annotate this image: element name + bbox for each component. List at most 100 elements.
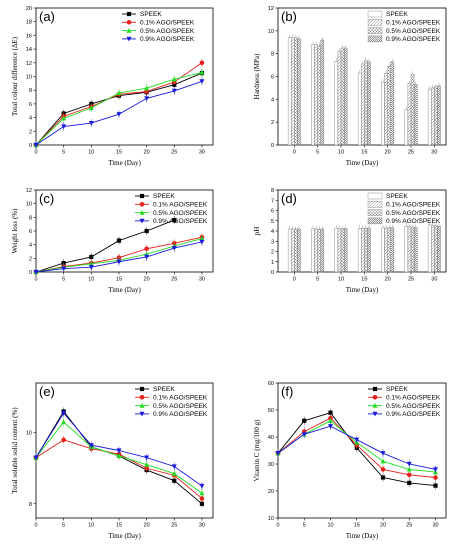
legend-label: 0.1% AGO/SPEEK: [386, 20, 441, 27]
legend-marker: [139, 193, 145, 199]
x-axis-label: Time (Day): [346, 159, 379, 167]
x-tick-label: 10: [327, 523, 333, 529]
bar: [390, 227, 395, 273]
data-point: [171, 245, 177, 251]
data-point: [406, 466, 412, 472]
legend-label: 0.5% AGO/SPEEK: [386, 28, 441, 35]
legend-label: 0.1% AGO/SPEEK: [386, 202, 441, 209]
bar: [311, 228, 315, 273]
panel-label: (a): [39, 9, 55, 24]
series-0: [275, 408, 438, 490]
bar: [320, 228, 325, 273]
x-tick-label: 20: [380, 523, 386, 529]
series-0: [33, 69, 205, 149]
bar: [404, 226, 409, 273]
data-point: [61, 266, 67, 272]
bar: [437, 85, 441, 146]
data-point: [433, 483, 438, 488]
data-point: [199, 496, 205, 501]
y-axis-label: Vitamin C (mg/100 g): [253, 419, 261, 482]
bar: [287, 228, 292, 273]
y-tick-label: 60: [268, 381, 274, 387]
x-axis-label: Time (Day): [346, 532, 379, 540]
legend-marker: [126, 20, 132, 25]
legend-label: 0.5% AGO/SPEEK: [140, 28, 195, 35]
y-tick-label: 3: [271, 239, 274, 245]
chart-panel-e: 0 5 10 15 20 25 30 8 10 Time (Day) Total soluble s…: [11, 382, 214, 540]
data-point: [406, 461, 412, 467]
bar: [361, 63, 365, 146]
x-tick-label: 10: [338, 150, 344, 156]
legend-label: 0.5% AGO/SPEEK: [153, 210, 208, 217]
data-point: [61, 115, 67, 121]
legend-swatch: [367, 217, 383, 225]
series-3: [33, 77, 205, 149]
legend-label: 0.9% AGO/SPEEK: [386, 36, 441, 43]
data-point: [116, 90, 122, 96]
data-point: [380, 451, 386, 456]
bar: [287, 37, 292, 146]
y-axis-label: Total colour difference (ΔE): [11, 36, 19, 116]
legend-label: SPEEK: [386, 11, 408, 18]
data-point: [380, 458, 386, 464]
x-tick-label: 10: [88, 523, 94, 529]
bar: [297, 38, 301, 146]
data-point: [433, 467, 438, 472]
data-point: [172, 478, 177, 483]
y-tick-label: 10: [26, 75, 32, 81]
legend-swatch: [367, 10, 383, 18]
data-point: [302, 418, 307, 423]
series-1: [33, 58, 205, 149]
bar: [434, 225, 438, 273]
data-point: [171, 88, 177, 94]
data-point: [199, 239, 205, 245]
legend-swatch: [367, 27, 383, 34]
chart-panel-f: 0 5 10 15 20 25 30 10 20 30 40 50 60 Time (Day) Vitami…: [253, 381, 447, 540]
data-point: [144, 96, 150, 102]
bar: [431, 225, 435, 273]
legend-label: 0.9% AGO/SPEEK: [386, 411, 441, 418]
y-tick-label: 50: [268, 408, 274, 414]
x-tick-label: 0: [34, 523, 37, 529]
panel-label: (f): [281, 384, 293, 399]
data-point: [199, 490, 205, 496]
x-tick-label: 20: [144, 150, 150, 156]
data-point: [380, 467, 386, 472]
data-point: [433, 475, 438, 480]
legend-marker: [139, 218, 145, 224]
legend-marker: [139, 411, 145, 417]
bar: [294, 37, 298, 146]
bar: [381, 227, 385, 273]
chart-panel-c: 0 5 10 15 20 25 30 0 2 4 6 8 10 12 Time (Day) Weight lo…: [11, 188, 214, 294]
x-tick-label: 0: [276, 523, 279, 529]
x-tick-label: 15: [361, 277, 367, 283]
legend-swatch: [367, 201, 383, 208]
y-tick-label: 4: [29, 116, 32, 122]
legend-marker: [372, 411, 378, 417]
bar: [384, 227, 388, 273]
data-point: [199, 501, 205, 506]
x-tick-label: 30: [432, 523, 438, 529]
bar: [427, 88, 432, 146]
legend-label: 0.5% AGO/SPEEK: [386, 210, 441, 217]
y-tick-label: 4: [271, 229, 274, 235]
data-point: [171, 76, 177, 82]
y-tick-label: 8: [271, 52, 274, 58]
legend-label: 0.5% AGO/SPEEK: [386, 403, 441, 410]
legend-label: SPEEK: [153, 193, 175, 200]
data-point: [61, 437, 66, 443]
legend-marker: [126, 28, 132, 33]
y-tick-label: 8: [271, 188, 274, 194]
bar: [427, 224, 432, 273]
legend-label: SPEEK: [386, 193, 408, 200]
panel-label: (c): [39, 191, 54, 206]
series-2: [33, 68, 205, 149]
bar: [291, 37, 295, 146]
bar: [390, 61, 395, 146]
legend-marker: [139, 403, 145, 408]
legend-label: SPEEK: [140, 11, 162, 18]
